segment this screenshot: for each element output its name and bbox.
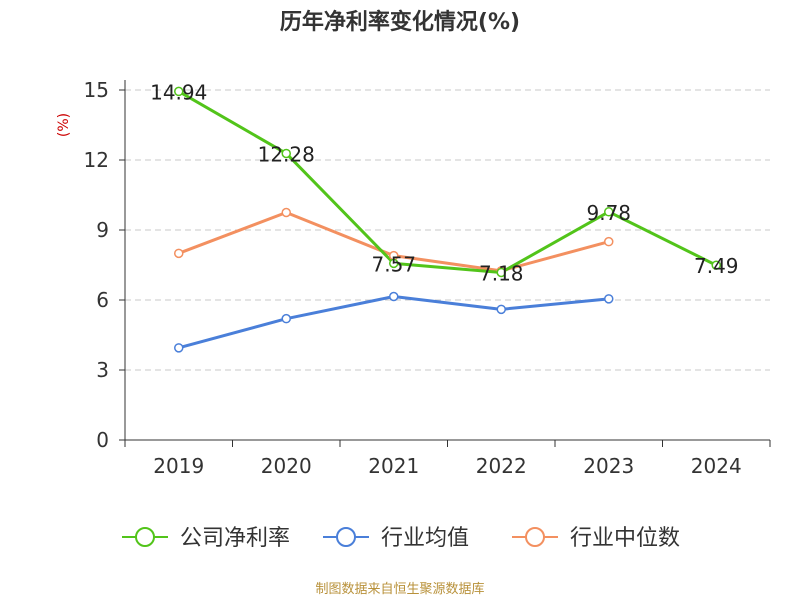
- data-point: [281, 313, 291, 324]
- grid-lines: [125, 89, 770, 371]
- data-point: [174, 86, 184, 97]
- y-tick-label: 9: [96, 218, 109, 242]
- x-tick-label: 2024: [691, 454, 742, 478]
- y-tick-label: 0: [96, 428, 109, 452]
- data-point: [281, 207, 291, 218]
- data-point: [174, 248, 184, 259]
- series-points: [174, 86, 721, 353]
- data-label: 12.28: [258, 142, 315, 166]
- legend-label: 公司净利率: [180, 526, 290, 551]
- y-tick-label: 12: [84, 148, 109, 172]
- x-tick-label: 2020: [261, 454, 312, 478]
- data-label: 14.94: [150, 80, 207, 104]
- series-line-1: [178, 295, 609, 350]
- data-label: 7.49: [694, 254, 739, 278]
- x-tick-label: 2023: [583, 454, 634, 478]
- data-point: [604, 207, 614, 217]
- x-tick-label: 2019: [153, 454, 204, 478]
- legend-label: 行业均值: [381, 526, 469, 551]
- series-line-0: [177, 90, 717, 274]
- data-point: [281, 148, 291, 159]
- tick-labels: 0 3 6 9 12 15 2019 2020 2021 2022 2023 2024: [84, 78, 742, 478]
- legend[interactable]: 公司净利率 行业均值 行业中位数: [122, 526, 680, 551]
- data-label: 9.78: [586, 201, 631, 225]
- data-point: [389, 291, 399, 302]
- data-label: 7.57: [371, 252, 416, 276]
- legend-marker: [135, 527, 155, 547]
- legend-marker: [336, 527, 356, 547]
- y-tick-label: 6: [96, 288, 109, 312]
- data-point: [174, 343, 184, 353]
- data-point: [604, 236, 614, 247]
- x-tick-label: 2022: [476, 454, 527, 478]
- legend-marker: [525, 527, 545, 547]
- data-point: [389, 258, 399, 269]
- source-note: 制图数据来自恒生聚源数据库: [315, 582, 485, 597]
- data-point: [604, 294, 614, 304]
- line-chart: 0 3 6 9 12 15 2019 2020 2021 2022 2023 2024 14.94 12…: [56, 78, 771, 551]
- y-tick-label: 3: [96, 358, 109, 382]
- legend-label: 行业中位数: [570, 526, 680, 551]
- data-point: [711, 260, 721, 270]
- y-tick-label: 15: [84, 78, 109, 102]
- data-point: [496, 304, 506, 315]
- data-label: 7.18: [479, 261, 524, 285]
- y-axis-label: (%): [56, 113, 72, 137]
- x-tick-label: 2021: [368, 454, 419, 478]
- chart-title: 历年净利率变化情况(%): [279, 10, 521, 35]
- axes: [119, 80, 771, 447]
- data-labels: 14.94 12.28 7.57 7.18 9.78 7.49: [150, 80, 738, 285]
- series-lines: [177, 90, 717, 350]
- data-point: [496, 267, 506, 278]
